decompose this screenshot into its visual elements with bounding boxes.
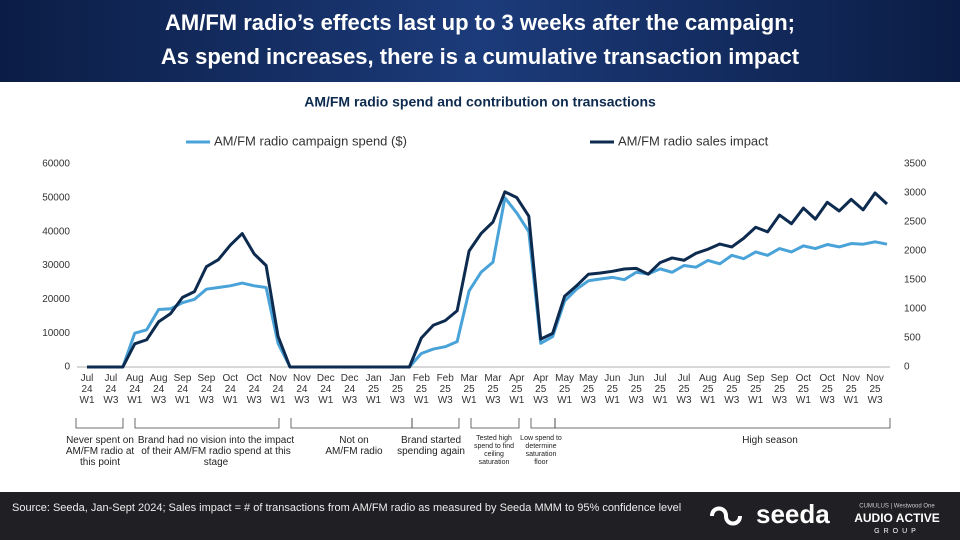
x-tick-label: Oct 25 W3 <box>819 373 836 406</box>
brackets <box>75 418 891 429</box>
y2-tick-label: 1000 <box>904 304 927 315</box>
x-tick-label: Nov 24 W3 <box>293 373 311 406</box>
x-tick-label: Aug 24 W3 <box>149 373 168 406</box>
x-tick-label: Jan 25 W1 <box>365 373 382 406</box>
annotation: Tested high spend to find ceiling satura… <box>473 435 515 466</box>
annotation: Brand started spending again <box>397 435 465 457</box>
x-tick-label: Feb 25 W1 <box>412 373 430 406</box>
x-tick-label: Mar 25 W1 <box>460 373 478 406</box>
x-tick-label: Jul 24 W1 <box>79 373 95 406</box>
footer-logo: seeda <box>756 499 830 529</box>
x-tick-label: Oct 24 W3 <box>246 373 262 406</box>
annotation: Not on AM/FM radio <box>325 435 383 457</box>
legend-label: AM/FM radio sales impact <box>618 133 769 148</box>
x-tick-label: Jul 25 W1 <box>652 373 668 406</box>
footer-band <box>0 492 960 540</box>
x-tick-label: Aug 25 W1 <box>698 373 717 406</box>
annotation: Low spend to determine saturation floor <box>520 435 562 466</box>
y-tick-label: 50000 <box>42 192 70 203</box>
header-title: AM/FM radio’s effects last up to 3 weeks… <box>165 10 795 35</box>
x-tick-label: Sep 24 W1 <box>173 373 192 406</box>
annotation: Brand had no vision into the impact of t… <box>137 435 295 468</box>
y-tick-label: 0 <box>64 362 70 373</box>
footer-source: Source: Seeda, Jan-Sept 2024; Sales impa… <box>12 502 682 514</box>
x-tick-label: Oct 25 W1 <box>795 373 812 406</box>
x-tick-label: Aug 25 W3 <box>722 373 741 406</box>
x-tick-label: Apr 25 W1 <box>509 373 525 406</box>
y2-tick-label: 1500 <box>904 275 927 286</box>
chart-title: AM/FM radio spend and contribution on tr… <box>304 94 656 110</box>
x-tick-label: Sep 25 W1 <box>746 373 765 406</box>
x-tick-label: Dec 24 W3 <box>340 373 359 406</box>
x-tick-label: Nov 24 W1 <box>269 373 287 406</box>
annotation: Never spent on AM/FM radio at this point <box>65 435 135 468</box>
legend-label: AM/FM radio campaign spend ($) <box>214 133 407 148</box>
y-tick-label: 10000 <box>42 328 70 339</box>
annotation: High season <box>742 435 798 446</box>
x-tick-label: Apr 25 W3 <box>532 373 549 406</box>
x-tick-label: Nov 25 W1 <box>842 373 861 406</box>
x-tick-label: Nov 25 W3 <box>866 373 884 406</box>
y-tick-label: 60000 <box>42 159 70 170</box>
partner-top: CUMULUS | Westwood One <box>859 504 935 510</box>
x-tick-label: Mar 25 W3 <box>484 373 502 406</box>
x-tick-label: Sep 25 W3 <box>770 373 789 406</box>
x-tick-label: Jun 25 W3 <box>628 373 645 406</box>
header-band <box>0 0 960 82</box>
x-tick-label: May 25 W3 <box>579 373 598 406</box>
x-tick-label: Jan 25 W3 <box>389 373 406 406</box>
y-tick-label: 20000 <box>42 294 70 305</box>
series-line <box>87 196 888 369</box>
partner-sub: GROUP <box>874 528 920 535</box>
y-tick-label: 30000 <box>42 260 70 271</box>
x-tick-label: Jul 25 W3 <box>676 373 692 406</box>
partner: AUDIO ACTIVE <box>854 511 940 525</box>
y2-tick-label: 500 <box>904 333 921 344</box>
x-tick-label: Dec 24 W1 <box>316 373 335 406</box>
y-tick-label: 40000 <box>42 226 70 237</box>
header-title: As spend increases, there is a cumulativ… <box>161 44 800 69</box>
logo-icon <box>710 506 742 526</box>
x-tick-label: Feb 25 W3 <box>436 373 454 406</box>
x-tick-label: May 25 W1 <box>555 373 575 406</box>
x-tick-label: Oct 24 W1 <box>222 373 239 406</box>
x-tick-label: Sep 24 W3 <box>197 373 216 406</box>
x-tick-label: Jul 24 W3 <box>103 373 119 406</box>
x-tick-label: Aug 24 W1 <box>125 373 144 406</box>
series-line <box>87 190 889 369</box>
y2-tick-label: 2000 <box>904 246 927 257</box>
y2-tick-label: 0 <box>904 362 910 373</box>
x-tick-label: Jun 25 W1 <box>604 373 621 406</box>
y2-tick-label: 3000 <box>904 188 927 199</box>
y2-tick-label: 3500 <box>904 159 927 170</box>
y2-tick-label: 2500 <box>904 217 927 228</box>
